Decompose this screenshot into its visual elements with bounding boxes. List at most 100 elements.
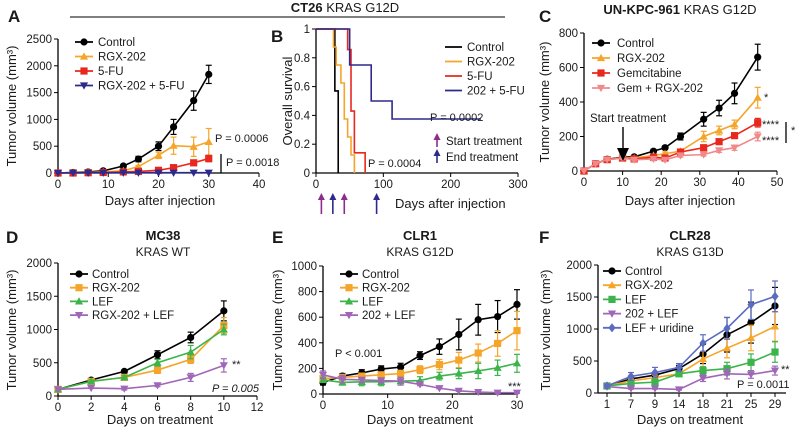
data-point [770, 322, 780, 330]
legend-label: LEF + uridine [625, 323, 694, 335]
legend-marker [608, 323, 616, 333]
y-tick-label: 2000 [26, 61, 52, 73]
arrow-head [317, 193, 325, 200]
y-axis-label: Tumor volume (mm³) [538, 270, 553, 391]
x-tick-label: 10 [217, 402, 230, 414]
series-line [57, 364, 225, 391]
significance-stars: * [764, 92, 769, 104]
data-point [119, 169, 128, 177]
y-tick-label: 200 [298, 363, 317, 375]
treatment-start-arrow-icon [340, 193, 348, 214]
legend-label: Control [617, 38, 654, 50]
x-tick-label: 40 [732, 177, 745, 189]
x-tick-label: 30 [202, 179, 215, 191]
data-point [747, 319, 755, 327]
legend-marker [596, 84, 606, 93]
data-point [747, 358, 755, 366]
p-value: P = 0.0011 [737, 379, 790, 391]
series-202-5-fu [316, 28, 481, 120]
data-point [747, 300, 755, 310]
legend-marker [344, 297, 354, 305]
data-point [358, 372, 366, 380]
x-tick-label: 0 [313, 179, 319, 191]
data-point [474, 349, 482, 357]
chart-title-rest: KRAS G12D [680, 2, 757, 17]
legend-label: Control [92, 269, 129, 281]
panel-letter: F [539, 228, 549, 247]
y-tick-label: 2500 [26, 34, 52, 46]
legend-item: RGX-202 [603, 280, 673, 292]
data-point [627, 379, 635, 387]
data-point [661, 144, 669, 152]
data-point [169, 169, 178, 177]
data-point [435, 343, 443, 351]
data-point [186, 374, 195, 382]
data-point [154, 151, 163, 159]
data-point [377, 371, 385, 379]
p-value: P = 0.0018 [226, 157, 279, 169]
legend-label: RGX-202 [98, 52, 146, 64]
series-line [57, 141, 209, 174]
legend-arrow-icon [433, 149, 441, 163]
data-point [397, 363, 405, 371]
x-tick-label: 0 [55, 179, 61, 191]
data-point [189, 169, 198, 177]
x-axis-label: Days after injection [625, 193, 736, 208]
data-point [190, 159, 198, 167]
data-point [730, 120, 739, 128]
legend-label: 202 + LEF [362, 310, 415, 322]
legend-marker [74, 297, 84, 305]
legend-item: LEF [603, 294, 646, 306]
x-tick-label: 6 [154, 402, 160, 414]
legend-label: RGX-202 [467, 57, 515, 69]
data-point [357, 376, 366, 385]
y-tick-label: 600 [559, 63, 578, 75]
x-tick-label: 14 [673, 399, 686, 411]
x-axis-label: Days on treatment [107, 412, 214, 427]
header-title-rest: KRAS G12D [323, 0, 400, 15]
legend-item: RGX-202 [75, 52, 146, 64]
legend-label: RGX-202 + LEF [92, 310, 174, 322]
data-point [699, 132, 708, 140]
data-point [660, 156, 670, 164]
p-value: P = 0.0004 [368, 158, 421, 170]
data-point [675, 370, 683, 378]
legend-item: Control [70, 269, 129, 281]
y-tick-label: 1500 [26, 88, 52, 100]
data-point [435, 385, 444, 393]
legend-label: Gem + RGX-202 [617, 83, 703, 95]
legend-label: Control [467, 42, 504, 54]
legend-item: RGX-202 [340, 283, 410, 295]
series-lef-uridine [603, 280, 779, 391]
legend-item: 202 + LEF [603, 309, 678, 321]
data-point [205, 70, 213, 78]
data-point [219, 362, 228, 370]
x-tick-label: 10 [102, 179, 115, 191]
chart-subtitle: KRAS G13D [656, 245, 724, 259]
y-axis-label: Tumor volume (mm³) [270, 270, 285, 391]
data-point [649, 147, 658, 155]
arrow-head [433, 133, 441, 140]
legend-item: 5-FU [75, 66, 124, 78]
significance-stars: **** [762, 119, 780, 131]
chart-title: CLR1 [403, 228, 437, 243]
significance-stars: **** [762, 135, 780, 147]
legend-marker [597, 69, 605, 77]
legend-marker [607, 281, 617, 289]
panel-letter: B [271, 27, 283, 46]
legend-label: LEF [92, 296, 113, 308]
panel-e: E CLR1 KRAS G12D 0 200 400 600 800 1000 0 10 20 30 Da… [270, 228, 523, 427]
data-point [730, 89, 739, 97]
data-point [676, 132, 685, 141]
y-tick-label: 0 [586, 388, 592, 400]
x-tick-label: 50 [771, 177, 784, 189]
significance-stars: *** [508, 381, 522, 393]
data-point [454, 387, 463, 395]
data-point [377, 365, 385, 373]
data-point [715, 104, 723, 112]
legend-marker [608, 267, 616, 275]
series-5-fu [316, 28, 366, 173]
y-tick-label: 2000 [566, 260, 592, 272]
data-point [603, 156, 612, 164]
